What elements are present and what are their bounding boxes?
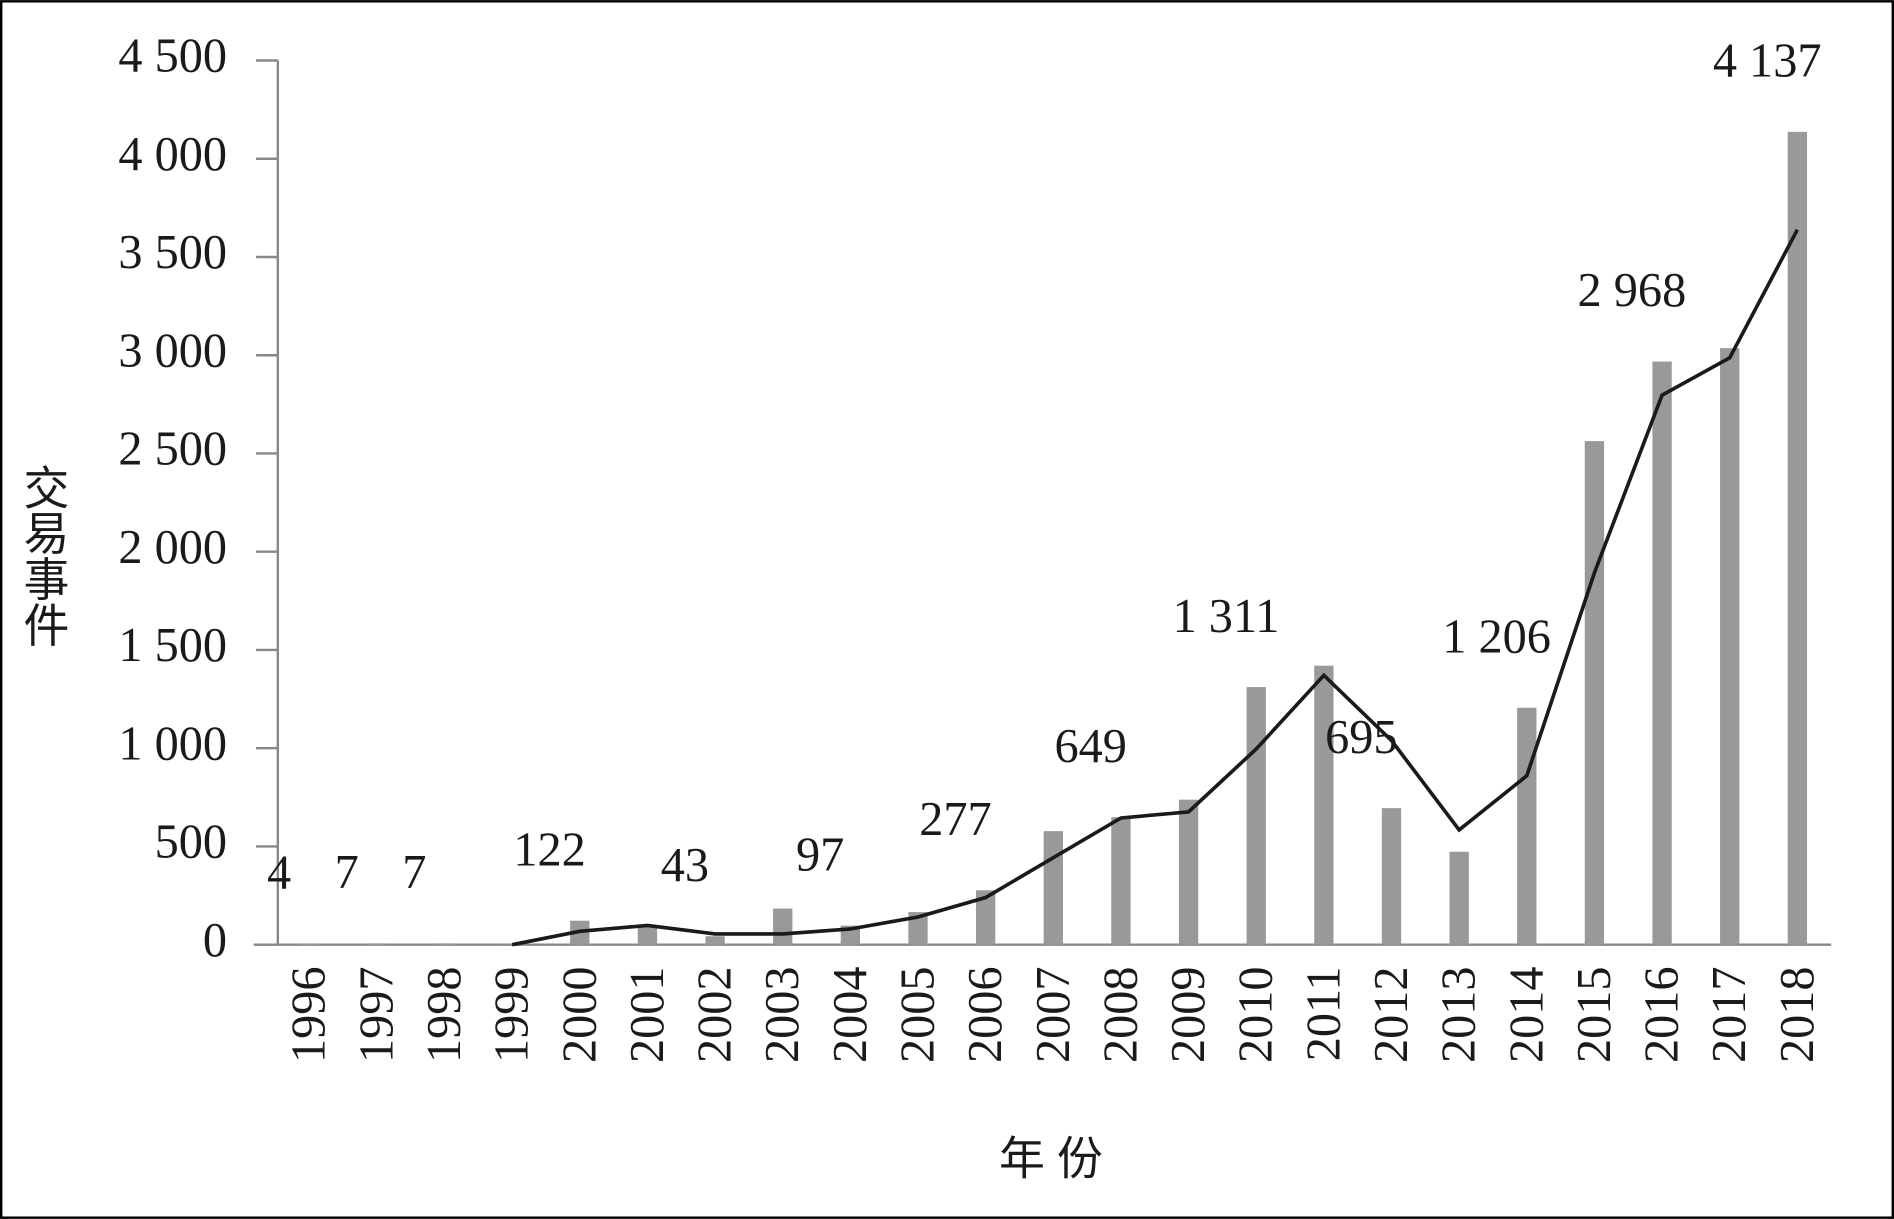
x-axis-title: 年份 — [999, 1132, 1115, 1186]
x-tick-label: 2017 — [1703, 966, 1756, 1063]
y-tick-label: 4 000 — [118, 128, 227, 181]
value-label: 97 — [796, 828, 844, 881]
x-tick-label: 2005 — [892, 966, 945, 1063]
value-label: 277 — [919, 793, 991, 846]
value-label: 7 — [335, 846, 359, 899]
x-tick-label: 2011 — [1297, 966, 1350, 1061]
bar — [1517, 707, 1537, 945]
value-label: 695 — [1325, 711, 1397, 764]
bar — [1314, 665, 1334, 945]
value-label: 7 — [402, 846, 426, 899]
value-label: 122 — [513, 823, 585, 876]
x-tick-label: 2016 — [1636, 966, 1689, 1063]
x-tick-label: 2013 — [1433, 966, 1486, 1063]
x-tick-label: 2008 — [1094, 966, 1147, 1063]
y-tick-label: 0 — [203, 914, 227, 967]
x-tick-label: 2012 — [1365, 966, 1418, 1063]
bar — [299, 943, 319, 945]
bar — [637, 925, 658, 945]
bar — [1111, 817, 1131, 945]
x-tick-label: 2009 — [1162, 966, 1215, 1063]
x-tick-label: 2014 — [1500, 966, 1553, 1063]
y-tick-label: 2 500 — [118, 423, 227, 476]
bar — [773, 908, 793, 945]
x-tick-label: 2002 — [689, 966, 742, 1063]
x-tick-label: 2004 — [824, 966, 877, 1063]
bar — [1178, 799, 1199, 945]
y-tick-label: 3 500 — [118, 226, 227, 279]
trend-line — [511, 228, 1799, 947]
x-tick-label: 2001 — [621, 966, 674, 1063]
bar — [1720, 348, 1740, 945]
bar — [908, 912, 928, 945]
bar — [1787, 131, 1808, 945]
x-tick-label: 1997 — [350, 966, 403, 1063]
bar — [1043, 831, 1063, 945]
bar — [1246, 687, 1266, 945]
value-label: 1 206 — [1442, 610, 1551, 663]
y-tick-label: 1 500 — [118, 619, 227, 672]
y-tick-label: 3 000 — [118, 324, 227, 377]
x-tick-label: 2018 — [1771, 966, 1824, 1063]
x-tick-label: 1998 — [418, 966, 471, 1063]
value-label: 4 — [267, 847, 291, 900]
bar — [705, 936, 725, 945]
x-tick-label: 2006 — [959, 966, 1012, 1063]
x-tick-label: 1999 — [486, 966, 539, 1063]
bar — [434, 943, 455, 945]
value-label: 1 311 — [1173, 590, 1280, 643]
x-tick-label: 1996 — [283, 966, 336, 1063]
y-tick-label: 2 000 — [118, 521, 227, 574]
bar — [1449, 851, 1469, 945]
value-label: 4 137 — [1713, 34, 1822, 87]
bar — [367, 943, 387, 945]
value-label: 43 — [661, 839, 709, 892]
y-tick-label: 1 000 — [118, 717, 227, 770]
x-tick-label: 2010 — [1230, 966, 1283, 1063]
x-tick-label: 2003 — [756, 966, 809, 1063]
value-label: 649 — [1055, 720, 1127, 773]
bar — [1584, 441, 1605, 945]
x-tick-label: 2007 — [1027, 966, 1080, 1063]
x-tick-label: 2015 — [1568, 966, 1621, 1063]
bar — [1652, 361, 1672, 945]
y-axis-title: 交易事件 — [16, 464, 70, 648]
y-tick-label: 4 500 — [118, 30, 227, 83]
x-tick-label: 2000 — [553, 966, 606, 1063]
bar — [1381, 808, 1402, 945]
value-label: 2 968 — [1578, 264, 1687, 317]
y-tick-label: 500 — [155, 816, 227, 869]
bar — [975, 890, 996, 945]
